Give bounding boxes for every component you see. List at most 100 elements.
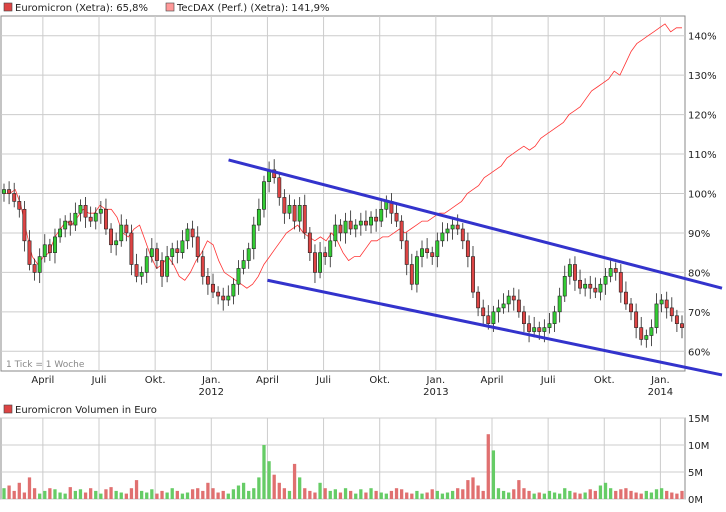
volume-bar [287,490,292,499]
candle-body [476,291,481,309]
candle-body [613,268,618,273]
volume-bar [527,490,531,499]
candle-body [399,220,404,242]
volume-bar [603,482,608,499]
candle-body [119,224,124,242]
y-tick-label: 110% [688,150,717,161]
candle-body [537,327,542,332]
candle-layer [2,159,684,348]
candle-body [430,252,435,257]
volume-bar [63,493,67,499]
candle-body [496,307,501,313]
candle-body [262,181,266,210]
volume-bar [614,490,618,499]
candle-body [542,327,547,332]
candle-body [465,240,470,257]
volume-bar [405,492,409,499]
y-axis-ticks: 60% 70% 80% 90% 100% 110% 120% 130% 140% [688,32,717,359]
volume-bar [491,450,496,499]
legend-label-volume: Euromicron Volumen in Euro [15,405,157,416]
volume-bar [629,490,633,499]
volume-bar [522,488,526,499]
candle-body [573,264,577,281]
volume-bar [68,487,72,499]
volume-bar [277,482,281,499]
candle-body [654,303,659,328]
candle-body [547,323,552,328]
x-tick-label: Jan. [650,375,670,386]
volume-bar [507,492,511,499]
candle-body [47,244,52,253]
volume-bar [94,490,98,499]
candle-body [608,268,613,277]
volume-bar [343,488,348,499]
volume-bar [573,492,577,499]
volume-bar [211,488,215,499]
volume-bar [598,485,603,499]
volume-bar [333,489,337,499]
volume-bar [512,489,516,499]
volume-bar [517,480,521,499]
candle-body [644,335,649,340]
candle-body [154,248,159,261]
volume-bar [415,490,419,499]
candle-body [114,240,119,246]
candle-body [486,315,491,324]
candle-body [307,232,312,253]
volume-bar [328,490,332,499]
volume-bar [17,482,21,499]
volume-bar [160,490,164,499]
volume-bar [257,477,261,499]
volume-bar [185,492,190,499]
candle-body [292,205,297,222]
volume-bar [262,445,266,499]
y-tick-label: 80% [688,268,710,279]
candle-body [200,256,205,277]
volume-bar [150,489,154,499]
candle-body [323,252,328,257]
candle-body [139,272,144,277]
channel-layer [228,158,723,377]
volume-bar [43,490,47,499]
volume-bar [547,490,552,499]
x-tick-label: Juli [315,375,331,386]
volume-bar [501,490,506,499]
volume-bar [175,490,179,499]
x-year-label: 2014 [648,387,673,398]
candle-body [160,260,164,277]
volume-tick-label: 10M [688,441,709,452]
candle-body [251,224,256,250]
volume-bar [410,493,414,499]
volume-bar [236,485,241,499]
candle-body [562,276,567,297]
volume-bar [89,488,93,499]
volume-bar [338,492,343,499]
candle-body [216,291,221,297]
volume-tick-label: 15M [688,414,709,425]
volume-axis-ticks: 0M 5M 10M 15M [688,414,709,506]
volume-bar [22,492,27,499]
volume-bar [12,490,16,499]
candle-body [404,240,409,265]
candle-body [78,205,83,214]
volume-bar [231,489,236,499]
volume-bar [670,492,674,499]
y-tick-label: 90% [688,229,710,240]
x-tick-label: April [481,375,504,386]
candle-body [669,307,674,317]
volume-bar [588,489,592,499]
volume-bar [292,463,297,499]
volume-bar [48,488,52,499]
candle-body [481,307,486,317]
x-tick-label: Jan. [201,375,221,386]
candle-body [557,295,562,313]
candle-body [93,212,98,222]
candle-body [414,256,419,285]
candle-body [664,299,669,309]
candle-body [42,244,47,257]
legend-label-euromicron: Euromicron (Xetra): 65,8% [15,3,148,14]
candle-body [333,224,338,242]
candle-body [578,279,582,289]
tecdax-layer [4,23,682,289]
candle-body [170,248,175,257]
